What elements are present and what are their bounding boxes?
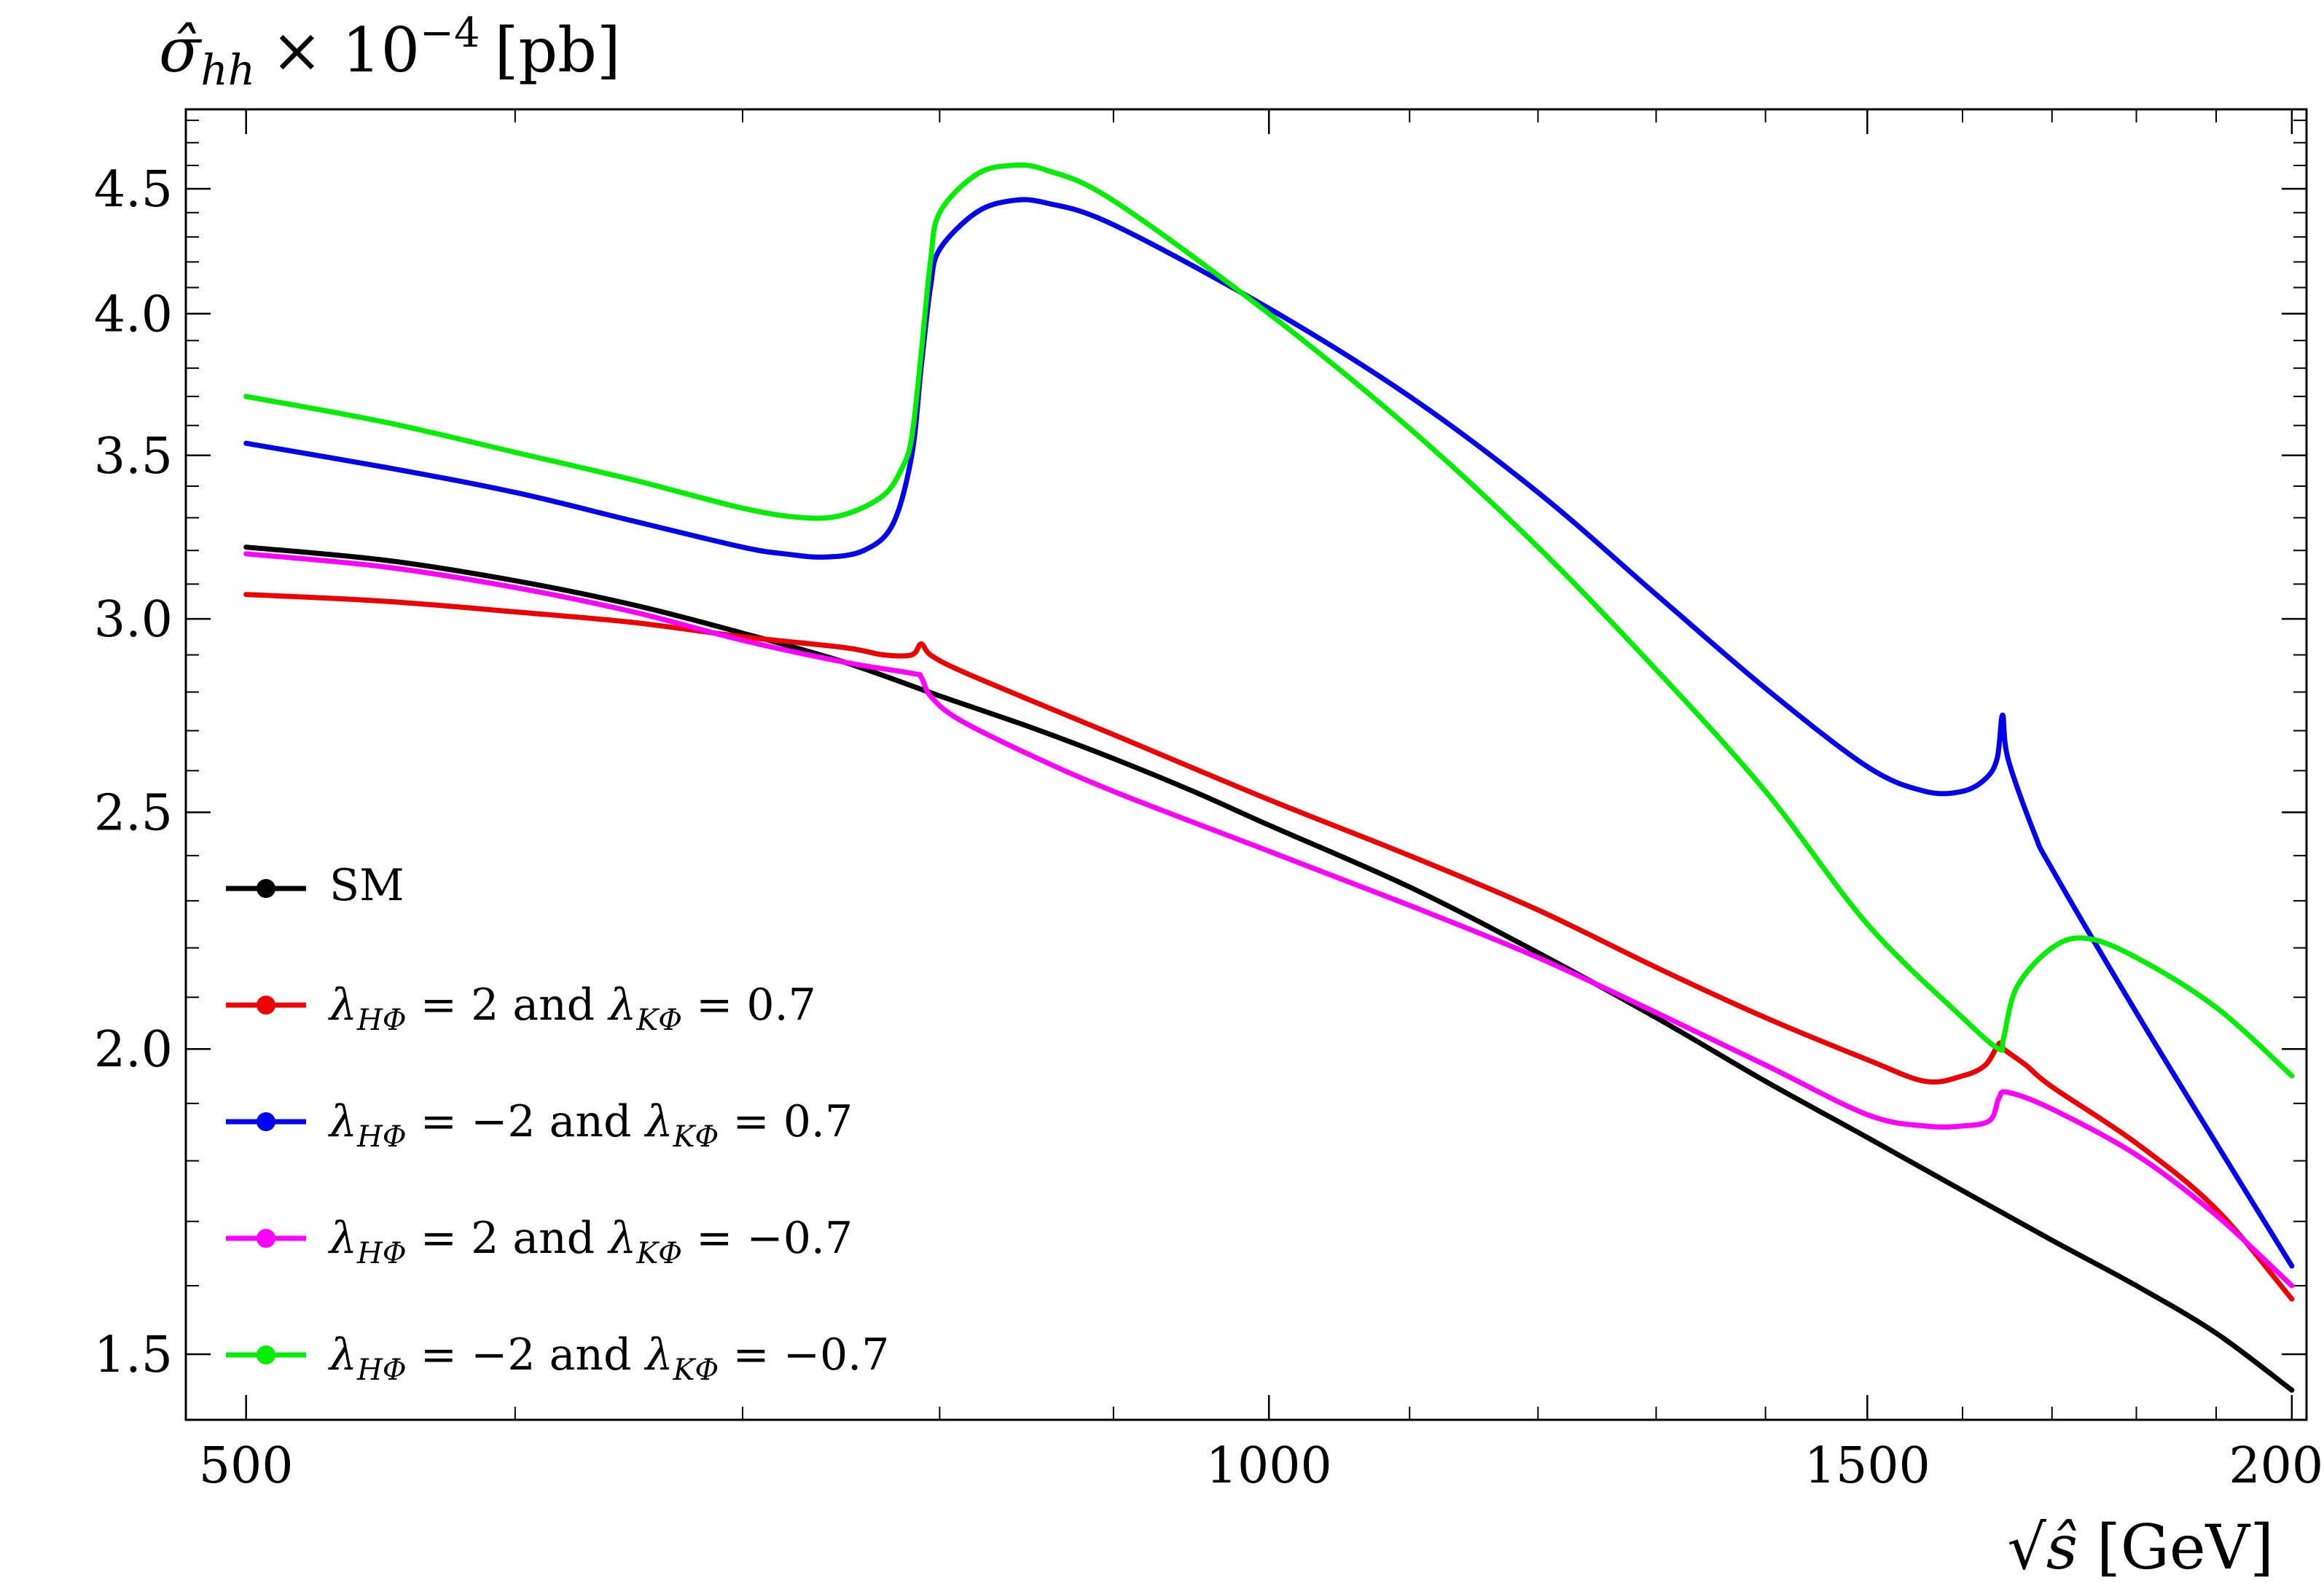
plot-area: 500 1000 1500 2000 1.5 2.0 2.5 3.0 3.5 4.0 4.5 [94,108,2324,1495]
y-tick-label: 3.0 [94,591,173,649]
y-axis-title-times: × 10 [271,15,420,86]
legend-swatch-marker [257,1112,275,1131]
legend-label: λHΦ = 2 and λKΦ = 0.7 [328,980,816,1037]
legend-item: SM [226,860,404,911]
series-lines [243,162,2295,1393]
legend-item: λHΦ = 2 and λKΦ = −0.7 [226,1213,853,1270]
legend-swatch-marker [257,879,275,898]
x-axis-title-root: √ [2007,1512,2046,1583]
y-tick-label: 4.5 [94,161,173,219]
x-tick-label: 2000 [2229,1437,2324,1495]
legend: SM λHΦ = 2 and λKΦ = 0.7 λHΦ = −2 and λKΦ … [226,860,889,1387]
x-axis-title-unit: [GeV] [2097,1512,2274,1583]
y-tick-label: 2.5 [94,784,173,842]
legend-swatch-marker [257,1345,275,1364]
y-axis-ticks: 1.5 2.0 2.5 3.0 3.5 4.0 4.5 [94,120,2307,1384]
x-tick-label: 1000 [1206,1437,1332,1495]
series-line-1 [243,592,2295,1302]
legend-item: λHΦ = −2 and λKΦ = 0.7 [226,1096,853,1154]
x-tick-label: 500 [199,1437,294,1495]
series-line-2 [243,197,2295,1269]
legend-swatch-marker [257,1229,275,1248]
series-line-4 [243,162,2295,1079]
x-axis-title-var: ŝ [2046,1512,2078,1583]
y-axis-title: σ̂hh × 10−4 [pb] [159,9,621,95]
y-axis-title-exp: −4 [420,9,480,57]
y-tick-label: 4.0 [94,286,173,343]
y-tick-label: 1.5 [94,1327,173,1384]
x-axis-ticks: 500 1000 1500 2000 [199,109,2324,1495]
legend-label: λHΦ = 2 and λKΦ = −0.7 [328,1213,853,1270]
y-tick-label: 3.5 [94,428,173,485]
x-tick-label: 1500 [1804,1437,1930,1495]
y-axis-title-unit: [pb] [495,15,621,86]
legend-label: SM [329,860,404,911]
series-line-3 [243,551,2295,1289]
plot-frame [184,108,2308,1421]
legend-item: λHΦ = 2 and λKΦ = 0.7 [226,980,816,1037]
y-axis-title-sub: hh [200,45,255,95]
legend-item: λHΦ = −2 and λKΦ = −0.7 [226,1329,889,1387]
legend-label: λHΦ = −2 and λKΦ = 0.7 [328,1096,853,1154]
x-axis-title: √ŝ [GeV] [2007,1512,2274,1583]
legend-swatch-marker [257,996,275,1015]
series-line-0 [243,544,2295,1393]
y-axis-title-sigma: σ̂ [159,15,203,86]
legend-label: λHΦ = −2 and λKΦ = −0.7 [328,1329,889,1387]
y-tick-label: 2.0 [94,1021,173,1079]
